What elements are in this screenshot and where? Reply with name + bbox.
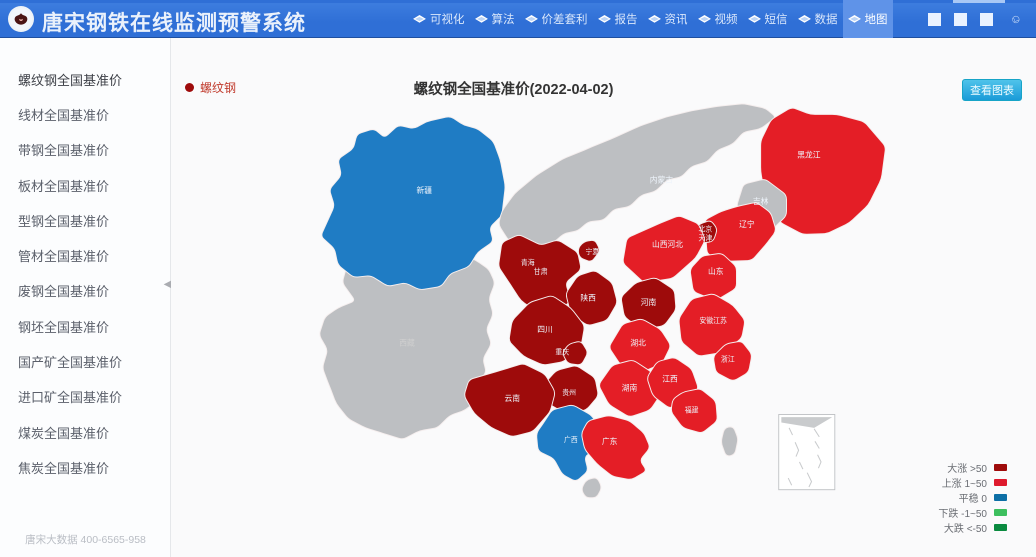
svg-text:山东: 山东	[708, 266, 724, 276]
svg-text:青海: 青海	[521, 258, 535, 267]
svg-text:云南: 云南	[504, 393, 520, 403]
svg-text:新疆: 新疆	[416, 185, 432, 195]
svg-text:四川: 四川	[537, 325, 553, 334]
svg-text:北京: 北京	[699, 225, 713, 234]
svg-text:吉林: 吉林	[753, 196, 769, 206]
svg-text:宁夏: 宁夏	[586, 247, 600, 256]
svg-text:广东: 广东	[602, 436, 618, 446]
svg-text:福建: 福建	[685, 406, 699, 415]
svg-text:广西: 广西	[564, 435, 578, 444]
svg-text:湖南: 湖南	[622, 382, 638, 392]
svg-text:浙江: 浙江	[721, 354, 735, 363]
svg-text:内蒙古: 内蒙古	[650, 174, 673, 184]
svg-text:甘肃: 甘肃	[534, 267, 548, 276]
svg-text:贵州: 贵州	[562, 388, 576, 397]
svg-text:湖北: 湖北	[630, 338, 646, 347]
svg-text:江西: 江西	[662, 374, 678, 383]
svg-text:河南: 河南	[641, 297, 657, 307]
svg-text:山西河北: 山西河北	[652, 239, 683, 249]
svg-text:陕西: 陕西	[580, 293, 596, 303]
svg-text:重庆: 重庆	[555, 347, 569, 356]
svg-text:安徽江苏: 安徽江苏	[699, 316, 727, 325]
svg-text:西藏: 西藏	[399, 337, 415, 347]
svg-text:天津: 天津	[699, 235, 713, 243]
svg-text:辽宁: 辽宁	[739, 219, 755, 229]
svg-text:黑龙江: 黑龙江	[797, 149, 820, 159]
